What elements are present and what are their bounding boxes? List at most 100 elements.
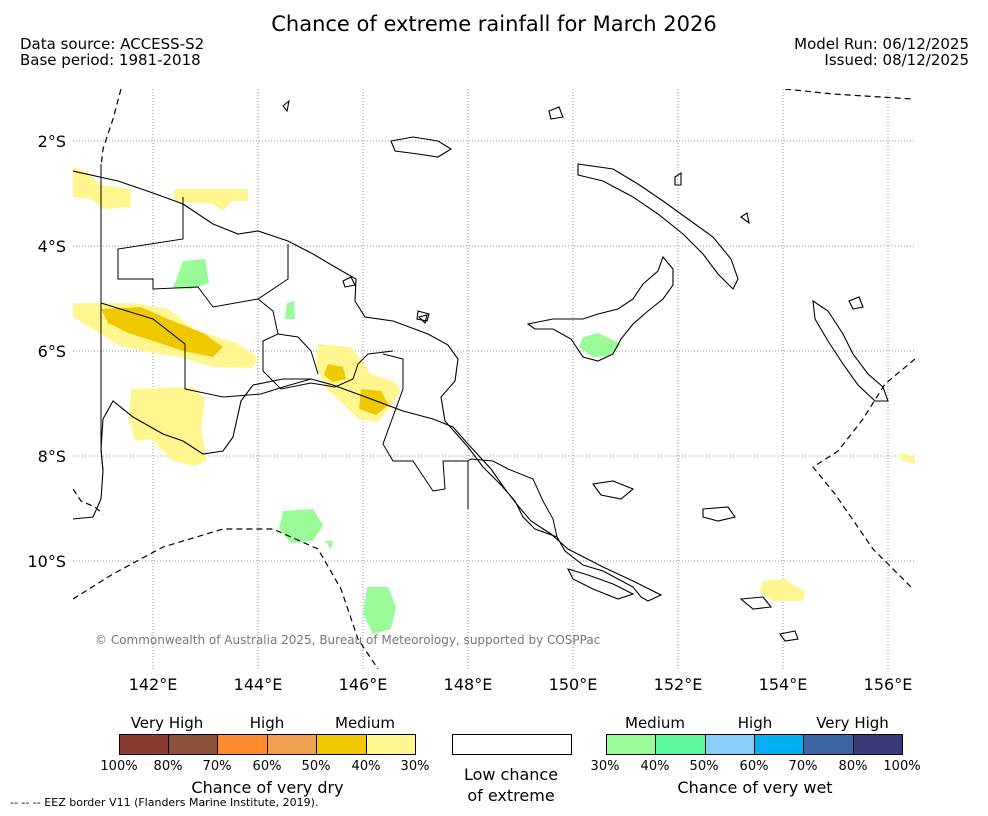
lat-label: 8°S [37,447,66,466]
coastlines [73,99,889,642]
eez-border-note: -- -- -- EEZ border V11 (Flanders Marine… [10,796,319,809]
dry-area-highlands-core-1 [324,364,346,382]
wet-pct: 40% [640,759,670,774]
eez-east [812,358,915,590]
border-west-sepik [117,197,289,308]
wet-area-dot [325,541,333,549]
dry-swatch [217,734,268,755]
dry-swatch [119,734,169,755]
small-island-5 [848,296,864,310]
dry-pct: 60% [252,759,282,774]
small-island-8 [779,630,799,642]
wet-pct: 80% [838,759,868,774]
border-southern-highlands [100,302,312,398]
header-right: Model Run: 06/12/2025 Issued: 08/12/2025 [794,36,969,68]
wet-category-high: High [737,714,773,732]
low-chance-caption: Low chance of extreme [440,764,582,806]
lat-label: 10°S [27,552,66,571]
dry-area-southeast [760,579,805,601]
wet-area-west [173,259,209,289]
chart-title: Chance of extreme rainfall for March 202… [271,12,717,36]
wet-swatch [754,734,804,755]
border-highlands-2 [277,333,319,375]
lat-label: 2°S [37,132,66,151]
wet-swatch [655,734,706,755]
dry-swatch [366,734,416,755]
small-island-6 [342,276,356,288]
lon-label: 144°E [233,675,283,694]
wet-swatch [705,734,755,755]
dry-pct: 80% [153,759,183,774]
dry-area-highlands-core-2 [359,389,389,415]
wet-area-new-britain [579,333,621,357]
rossel-island [739,596,773,610]
png-indonesia-border [100,164,104,472]
model-run: Model Run: 06/12/2025 [794,35,969,53]
small-island-4 [740,212,750,225]
lon-label: 148°E [443,675,493,694]
wet-category-medium: Medium [625,714,685,732]
dry-area-southwest [129,387,207,466]
new-britain-coast [526,255,674,362]
lat-label: 6°S [37,342,66,361]
wet-category-very-high: Very High [816,714,889,732]
louisiade-islands [566,568,635,600]
small-island-2 [548,106,564,120]
map-panel: © Commonwealth of Australia 2025, Bureau… [73,89,915,669]
low-chance-swatch [452,734,572,755]
dry-pct: 50% [301,759,331,774]
eez-north [784,89,914,100]
dry-swatch [267,734,317,755]
wet-pct: 30% [590,759,620,774]
dry-category-very-high: Very High [130,714,204,732]
dry-area-north-coast [73,167,131,209]
goodenough-islands [592,480,635,500]
dry-swatch [168,734,218,755]
wet-swatch [803,734,854,755]
lon-label: 152°E [653,675,703,694]
wet-legend-caption: Chance of very wet [677,778,833,797]
lon-label: 150°E [548,675,598,694]
province-borders [100,164,558,538]
border-central [542,500,558,538]
small-island-7 [417,314,428,325]
header-left: Data source: ACCESS-S2 Base period: 1981… [20,36,204,68]
graticule [73,89,915,669]
dry-area-sepik-coast [174,189,248,211]
wet-pct: 70% [788,759,818,774]
new-ireland-coast [577,163,739,290]
wet-pct: 60% [739,759,769,774]
dry-pct: 30% [400,759,430,774]
small-island-1 [282,99,290,113]
umboi-island [416,310,430,322]
eez-borders [73,89,915,669]
lat-label: 4°S [37,237,66,256]
wet-pct: 50% [689,759,719,774]
low-chance-line1: Low chance [463,765,559,784]
woodlark-island [702,506,736,522]
dry-pct: 40% [351,759,381,774]
eez-southwest [73,528,379,669]
wet-area-gulf [279,509,323,543]
data-source: Data source: ACCESS-S2 [20,35,205,53]
dry-area-east-edge [899,452,915,464]
border-morobe [467,458,544,502]
lon-label: 154°E [758,675,808,694]
manus-coast [390,136,453,158]
dry-pct: 100% [100,759,138,774]
wet-anomaly-areas [173,259,621,634]
dry-legend-caption: Chance of very dry [191,778,344,797]
lon-label: 156°E [863,675,913,694]
dry-swatch [316,734,367,755]
wet-area-coral-sea [363,587,396,634]
small-island-3 [674,171,682,186]
lon-label: 146°E [338,675,388,694]
wet-pct: 100% [883,759,921,774]
issued-date: Issued: 08/12/2025 [824,51,969,69]
eez-northwest [100,89,122,168]
dry-category-medium: Medium [335,714,395,732]
border-highlands-1 [257,298,394,390]
dry-category-high: High [249,714,285,732]
lon-label: 142°E [128,675,178,694]
copyright-text: © Commonwealth of Australia 2025, Bureau… [95,633,600,647]
